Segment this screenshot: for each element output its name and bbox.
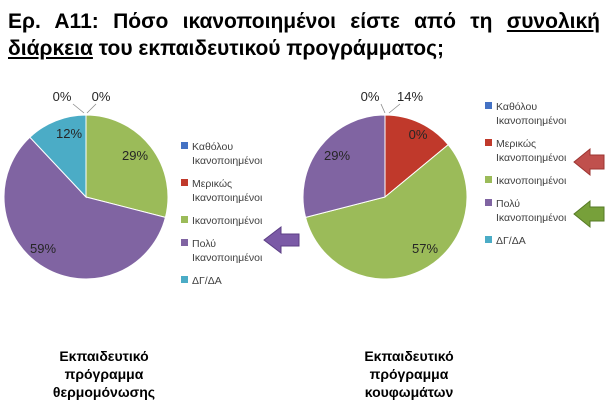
leader-line [388, 103, 401, 114]
caption-line: Εκπαιδευτικό [364, 348, 454, 364]
legend-window-frames: Καθόλου Ικανοποιημένοι Μερικώς Ικανοποιημέν… [485, 101, 567, 247]
data-label-not-satisfied: 0% [361, 89, 380, 104]
pie-slice-very-satisfied [3, 136, 167, 280]
legend-swatch-very-satisfied [181, 239, 188, 246]
legend-swatch-no-answer [181, 276, 188, 283]
legend-label-satisfied: Ικανοποιημένοι [192, 215, 263, 227]
legend-label-not-satisfied: Καθόλου [496, 101, 537, 113]
legend-swatch-no-answer [485, 236, 492, 243]
pie-chart-window-frames: 0% 14% 57% 29% 0% [302, 89, 468, 280]
pie-slice-satisfied [304, 144, 468, 280]
caption-line: Εκπαιδευτικό [59, 348, 149, 364]
legend-thermal-insulation: Καθόλου Ικανοποιημένοι Μερικώς Ικανοποιημέν… [181, 141, 263, 287]
legend-swatch-satisfied [181, 216, 188, 223]
pie-slice-partly-satisfied [384, 114, 449, 199]
data-label-very-satisfied: 59% [30, 241, 56, 256]
legend-label-not-satisfied: Καθόλου [192, 141, 233, 153]
arrow-left-red-icon [573, 147, 605, 177]
data-label-very-satisfied: 29% [324, 148, 350, 163]
legend-swatch-partly-satisfied [181, 179, 188, 186]
data-label-no-answer: 12% [56, 126, 82, 141]
question-prefix: Ερ. Α11: Πόσο ικανοποιημένοι είστε από τ… [8, 10, 493, 33]
legend-label-no-answer: ΔΓ/ΔΑ [192, 275, 222, 287]
legend-swatch-not-satisfied [485, 102, 492, 109]
pie-slice-no-answer [29, 114, 87, 199]
legend-label-partly-satisfied: Μερικώς [192, 178, 232, 190]
pie-slice-very-satisfied [302, 114, 386, 218]
pie-chart-thermal-insulation: 0% 0% 29% 59% 12% [3, 89, 169, 280]
highlight-arrows [263, 147, 605, 255]
data-label-satisfied: 29% [122, 148, 148, 163]
data-label-no-answer: 0% [409, 127, 428, 142]
legend-swatch-partly-satisfied [485, 139, 492, 146]
data-label-not-satisfied: 0% [53, 89, 72, 104]
legend-label-not-satisfied: Ικανοποιημένοι [192, 155, 263, 167]
legend-label-partly-satisfied: Ικανοποιημένοι [496, 152, 567, 164]
question-suffix: του εκπαιδευτικού προγράμματος; [98, 37, 444, 60]
caption-line: πρόγραμμα [369, 366, 449, 382]
legend-label-very-satisfied: Ικανοποιημένοι [192, 252, 263, 264]
caption-line: πρόγραμμα [64, 366, 144, 382]
caption-line: θερμομόνωσης [52, 384, 156, 400]
leader-line [72, 103, 85, 114]
question-underlined-phrase: συνολική διάρκεια [8, 10, 600, 60]
legend-label-not-satisfied: Ικανοποιημένοι [496, 115, 567, 127]
pie-slice-satisfied [85, 114, 169, 218]
legend-swatch-not-satisfied [181, 142, 188, 149]
legend-label-very-satisfied: Πολύ [496, 198, 520, 210]
data-label-partly-satisfied: 14% [397, 89, 423, 104]
legend-label-no-answer: ΔΓ/ΔΑ [496, 235, 526, 247]
leader-line [380, 103, 386, 114]
legend-swatch-satisfied [485, 176, 492, 183]
legend-label-very-satisfied: Πολύ [192, 238, 216, 250]
legend-label-partly-satisfied: Μερικώς [496, 138, 536, 150]
leader-line [86, 103, 97, 114]
caption-line: κουφωμάτων [364, 384, 454, 400]
data-label-partly-satisfied: 0% [92, 89, 111, 104]
arrow-left-purple-icon [263, 225, 300, 255]
caption-window-frames: Εκπαιδευτικό πρόγραμμα κουφωμάτων [309, 347, 509, 401]
legend-swatch-very-satisfied [485, 199, 492, 206]
legend-label-satisfied: Ικανοποιημένοι [496, 175, 567, 187]
question-title: Ερ. Α11: Πόσο ικανοποιημένοι είστε από τ… [8, 8, 600, 62]
legend-label-very-satisfied: Ικανοποιημένοι [496, 212, 567, 224]
legend-label-partly-satisfied: Ικανοποιημένοι [192, 192, 263, 204]
caption-thermal-insulation: Εκπαιδευτικό πρόγραμμα θερμομόνωσης [4, 347, 204, 401]
data-label-satisfied: 57% [412, 241, 438, 256]
arrow-left-green-icon [573, 199, 605, 229]
